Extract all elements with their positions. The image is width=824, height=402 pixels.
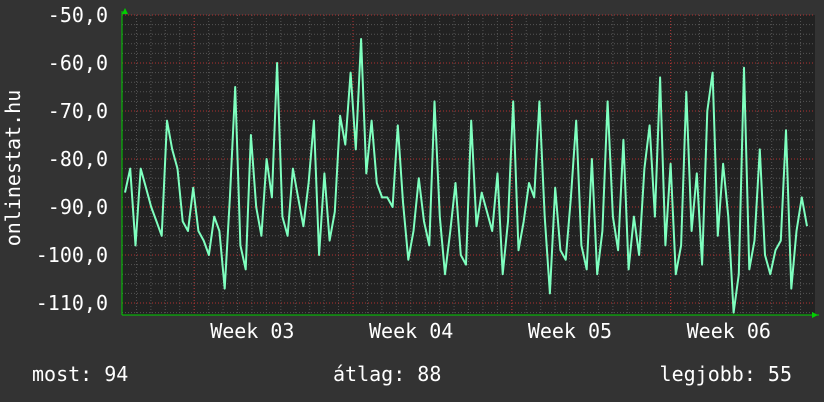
y-tick-label: -60,0 — [48, 51, 108, 75]
x-tick-labels: Week 03 Week 04 Week 05 Week 06 — [210, 319, 771, 343]
y-tick-label: -50,0 — [48, 3, 108, 27]
y-tick-label: -80,0 — [48, 147, 108, 171]
x-tick-label: Week 03 — [210, 319, 294, 343]
y-axis-arrow-icon — [122, 8, 128, 14]
best-value-label: legjobb: 55 — [659, 362, 792, 386]
current-value-label: most: 94 — [32, 362, 129, 386]
x-tick-label: Week 05 — [528, 319, 612, 343]
y-tick-label: -100,0 — [36, 243, 108, 267]
y-tick-label: -90,0 — [48, 195, 108, 219]
series-line-group — [124, 38, 808, 314]
average-value-label: átlag: 88 — [333, 362, 442, 386]
y-tick-labels: -50,0 -60,0 -70,0 -80,0 -90,0 -100,0 -110,0 — [36, 3, 108, 315]
y-tick-label: -70,0 — [48, 99, 108, 123]
axes — [121, 8, 819, 318]
side-label: onlinestat.hu — [1, 89, 25, 247]
series-line — [124, 38, 808, 314]
y-tick-label: -110,0 — [36, 291, 108, 315]
x-axis-arrow-icon — [812, 312, 818, 318]
x-tick-label: Week 04 — [369, 319, 453, 343]
x-tick-label: Week 06 — [687, 319, 771, 343]
